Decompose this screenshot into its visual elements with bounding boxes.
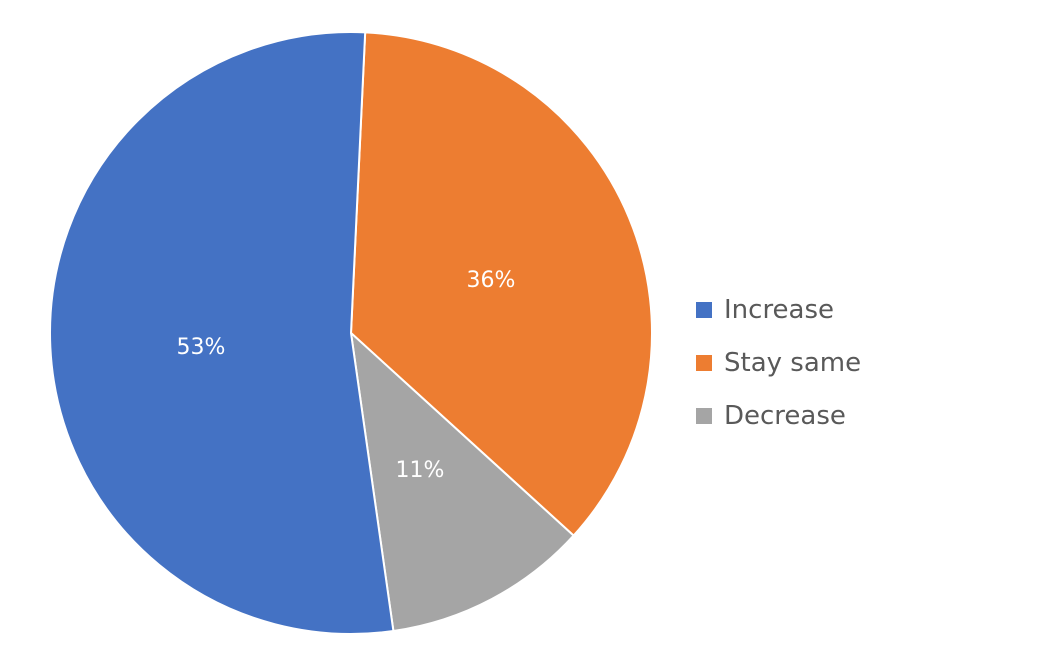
- legend-label: Increase: [724, 294, 835, 325]
- pie-slice-increase: [48, 31, 395, 635]
- pie-slice-stay-same: [349, 31, 653, 537]
- legend-label: Decrease: [724, 400, 846, 431]
- slice-label-stay-same: 36%: [467, 268, 516, 293]
- legend-swatch-increase: [696, 301, 712, 318]
- pie-slice-decrease: [349, 330, 576, 633]
- legend-swatch-stay-same: [696, 354, 712, 371]
- legend-item-decrease: Decrease: [696, 389, 861, 442]
- slice-label-decrease: 11%: [396, 458, 445, 483]
- legend-swatch-decrease: [696, 407, 712, 424]
- legend-item-stay-same: Stay same: [696, 336, 861, 389]
- legend-label: Stay same: [724, 347, 862, 378]
- legend: Increase Stay same Decrease: [696, 283, 861, 442]
- slice-label-increase: 53%: [177, 335, 226, 360]
- legend-item-increase: Increase: [696, 283, 861, 336]
